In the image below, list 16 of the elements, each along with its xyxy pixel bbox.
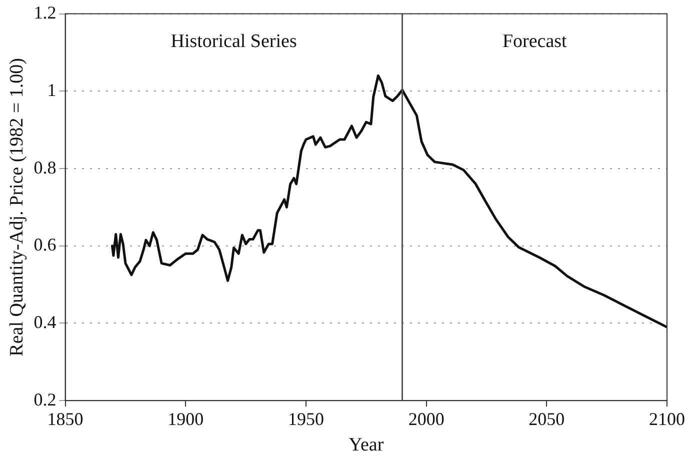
annotation: Forecast: [502, 30, 568, 52]
x-tick-label: 2000: [408, 409, 444, 430]
annotation: Historical Series: [170, 30, 297, 52]
x-axis-title: Year: [348, 434, 384, 456]
y-tick-label: 0.4: [34, 312, 56, 332]
x-tick-label: 2100: [649, 409, 685, 430]
y-tick-label: 1.2: [34, 2, 56, 23]
y-tick-label: 0.8: [34, 157, 56, 178]
y-axis-title: Real Quantity-Adj. Price (1982 = 1.00): [6, 58, 28, 356]
y-tick-label: 0.6: [34, 234, 56, 255]
x-tick-label: 1900: [168, 409, 204, 430]
y-tick-label: 0.2: [34, 389, 56, 410]
x-tick-label: 2050: [528, 409, 565, 430]
y-tick-label: 1: [47, 80, 56, 100]
x-tick-label: 1850: [47, 409, 84, 430]
x-tick-label: 1950: [288, 409, 324, 430]
